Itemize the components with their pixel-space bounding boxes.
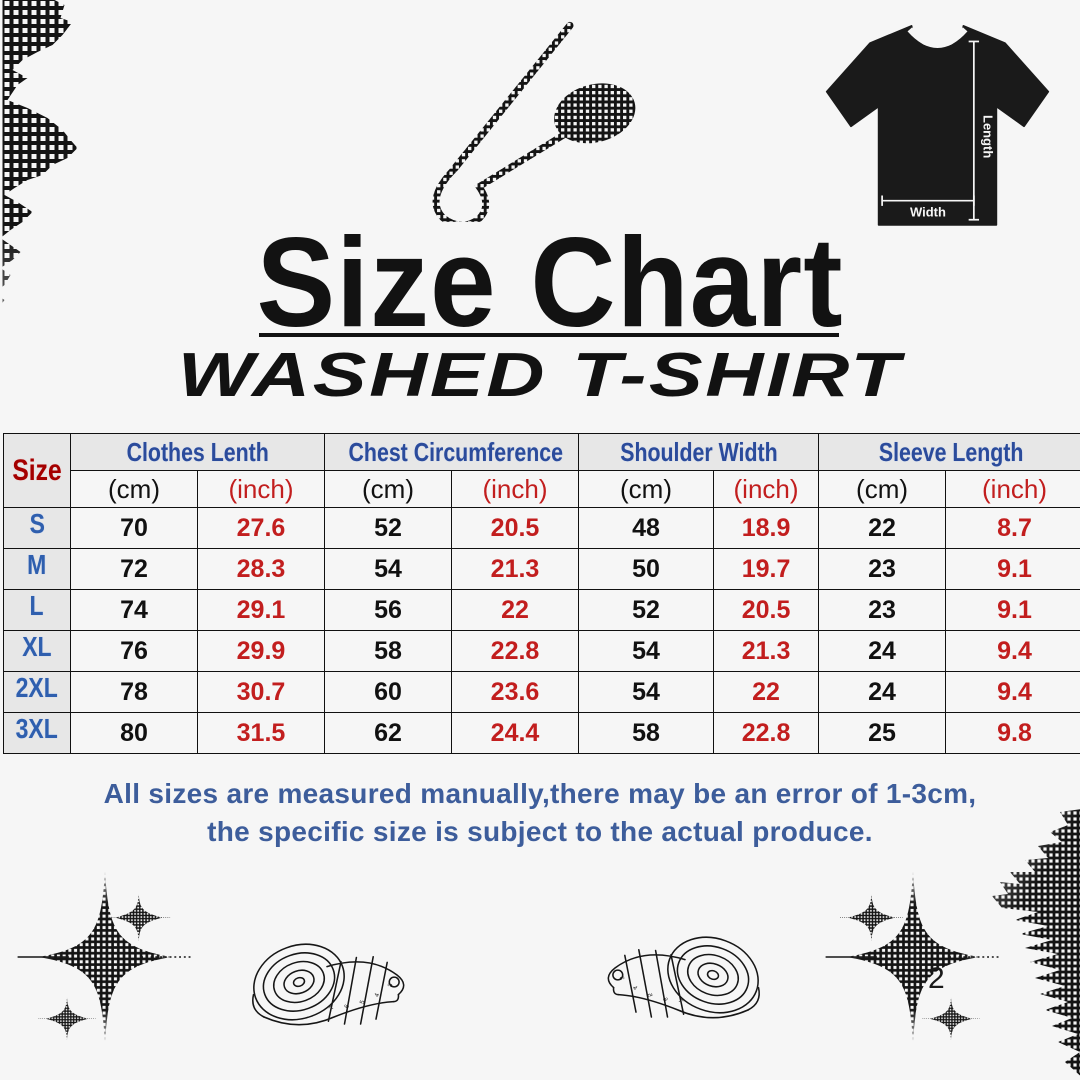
svg-text:Width: Width: [910, 204, 946, 219]
svg-text:Length: Length: [980, 115, 995, 158]
